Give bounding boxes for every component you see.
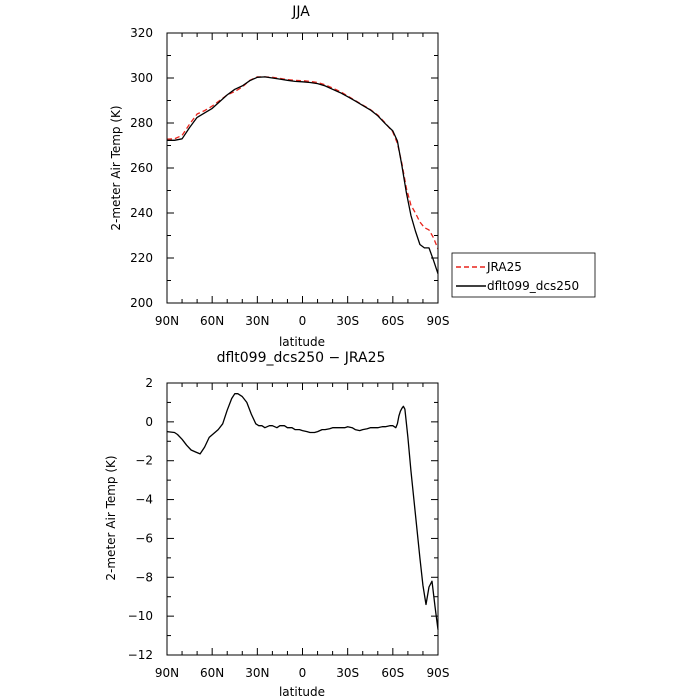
top-series-line-dflt099-dcs250 [167,76,439,275]
bottom-y-tick-label: 0 [145,415,153,429]
bottom-y-tick-label: −12 [128,648,153,662]
bottom-y-tick-label: −8 [135,570,153,584]
bottom-y-tick-label: −6 [135,531,153,545]
top-panel: JJA 2-meter Air Temp (K) latitude 90N 60N… [109,4,449,349]
top-x-tick-label: 60S [381,314,404,328]
top-plot-frame [166,32,439,304]
top-series-group [166,76,439,275]
top-x-tick-label: 60N [200,314,224,328]
bottom-y-tick-label: −10 [128,609,153,623]
legend: JRA25 dflt099_dcs250 [451,252,596,298]
top-axis-ticks: 90N 60N 30N 0 30S 60S 90S 200 220 240 260 280 300 320 [130,26,449,328]
bottom-x-axis-label: latitude [279,685,325,699]
bottom-x-tick-label: 90N [155,666,179,680]
top-y-tick-label: 240 [130,206,153,220]
top-x-axis-label: latitude [279,335,325,349]
bottom-title: dflt099_dcs250 − JRA25 [217,350,386,366]
bottom-x-tick-label: 60N [200,666,224,680]
bottom-x-tick-label: 60S [381,666,404,680]
bottom-y-tick-label: −2 [135,454,153,468]
bottom-plot-frame [166,382,439,656]
bottom-y-tick-label: −4 [135,493,153,507]
bottom-y-tick-label: 2 [145,376,153,390]
bottom-x-tick-label: 30N [245,666,269,680]
legend-label-jra25: JRA25 [486,260,522,274]
top-title: JJA [291,4,310,20]
top-y-tick-label: 280 [130,116,153,130]
top-x-tick-label: 90S [427,314,450,328]
top-y-tick-label: 260 [130,161,153,175]
bottom-y-axis-label: 2-meter Air Temp (K) [104,455,118,580]
legend-box [451,252,596,298]
top-y-tick-label: 300 [130,71,153,85]
top-y-tick-label: 200 [130,296,153,310]
legend-label-dflt099: dflt099_dcs250 [487,279,579,293]
bottom-panel: dflt099_dcs250 − JRA25 2-meter Air Temp … [104,350,449,699]
top-series-line-jra25 [166,76,439,250]
top-y-tick-label: 220 [130,251,153,265]
top-y-tick-label: 320 [130,26,153,40]
top-x-tick-label: 0 [299,314,307,328]
top-x-tick-label: 90N [155,314,179,328]
bottom-series-group [166,393,439,630]
bottom-x-tick-label: 90S [427,666,450,680]
bottom-x-tick-label: 0 [299,666,307,680]
top-y-axis-label: 2-meter Air Temp (K) [109,105,123,230]
top-x-tick-label: 30N [245,314,269,328]
bottom-axis-ticks: 90N 60N 30N 0 30S 60S 90S −12 −10 −8 −6 −4 −2 0 2 [128,376,450,680]
top-x-tick-label: 30S [336,314,359,328]
bottom-series-line-difference [166,393,439,630]
bottom-x-tick-label: 30S [336,666,359,680]
